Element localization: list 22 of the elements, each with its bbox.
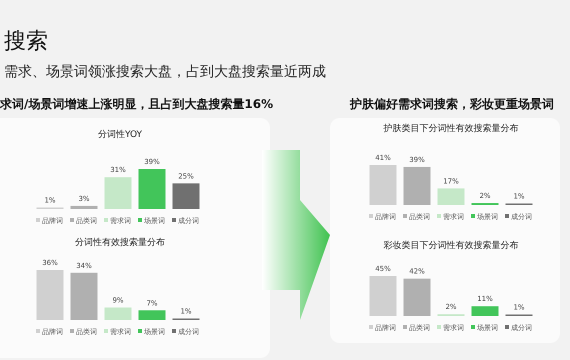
bar xyxy=(70,272,98,320)
bar xyxy=(104,308,132,320)
bar xyxy=(70,206,98,209)
bar xyxy=(438,188,464,205)
bar xyxy=(36,270,64,320)
bar xyxy=(138,310,166,320)
chart-title: 分词性有效搜索量分布 xyxy=(75,237,165,248)
bar xyxy=(472,306,498,316)
text: 求词/场景词增速上涨明显，且占到大盘搜索量16% xyxy=(0,97,274,111)
text: 需求、场景词领涨搜索大盘，占到大盘搜索量近两成 xyxy=(4,64,326,80)
text: 搜索 xyxy=(4,29,48,54)
bar xyxy=(404,278,430,316)
bar xyxy=(370,276,396,316)
bar xyxy=(138,169,166,209)
bar xyxy=(370,165,396,205)
chart-title: 分词性YOY xyxy=(98,129,143,140)
chart-title: 护肤类目下分词性有效搜索量分布 xyxy=(382,123,518,134)
bar xyxy=(404,166,430,205)
bar xyxy=(172,183,200,209)
chart-title: 彩妆类目下分词性有效搜索量分布 xyxy=(384,240,518,251)
text: 护肤偏好需求词搜索，彩妆更重场景词 xyxy=(349,97,554,111)
bar xyxy=(104,177,132,209)
